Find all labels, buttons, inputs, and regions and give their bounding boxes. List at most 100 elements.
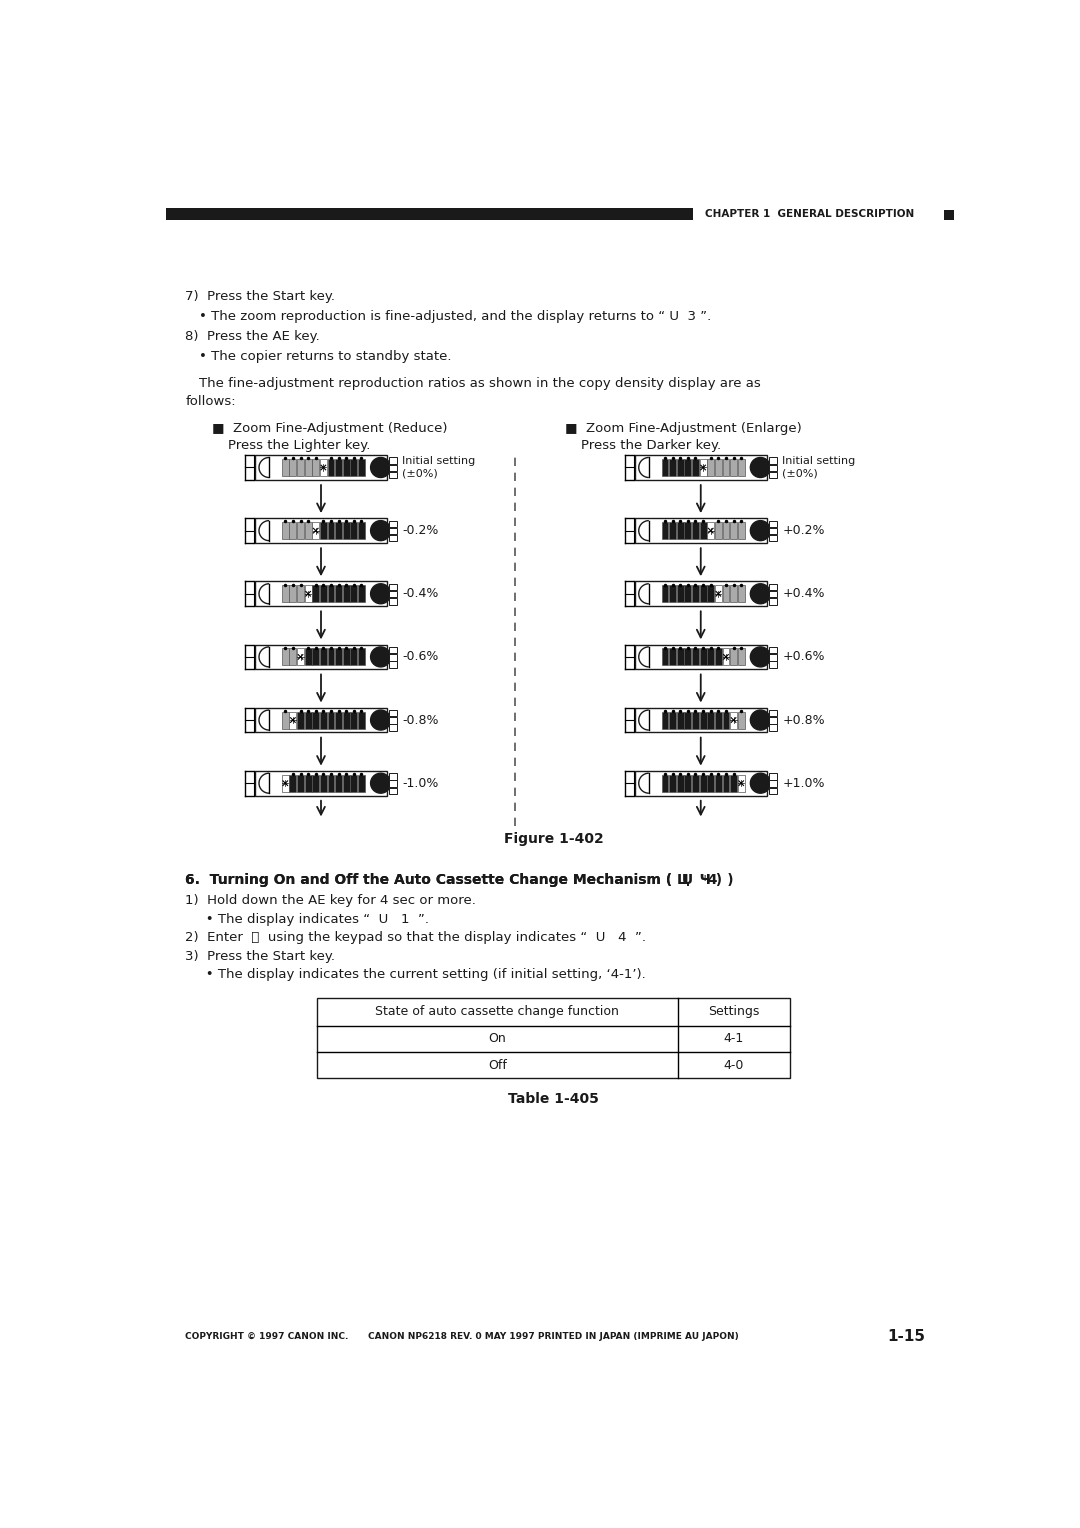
Bar <box>255 770 387 796</box>
Bar <box>769 535 777 541</box>
Bar <box>635 455 767 480</box>
Bar <box>255 645 387 669</box>
Bar <box>389 787 397 795</box>
Bar <box>289 458 296 475</box>
Bar <box>707 585 714 602</box>
Bar <box>335 523 342 539</box>
Bar <box>769 584 777 590</box>
Bar <box>320 585 327 602</box>
Bar <box>769 521 777 527</box>
Circle shape <box>370 711 391 730</box>
Bar <box>730 712 737 729</box>
Bar <box>289 648 296 665</box>
Bar <box>312 523 320 539</box>
Bar <box>389 662 397 668</box>
Text: +0.8%: +0.8% <box>782 714 825 726</box>
Text: 2)  Enter  ⓣ  using the keypad so that the display indicates “  U   4  ”.: 2) Enter ⓣ using the keypad so that the … <box>186 931 646 944</box>
Bar <box>289 523 296 539</box>
Bar <box>635 582 767 607</box>
Text: • The display indicates “  U   1  ”.: • The display indicates “ U 1 ”. <box>193 912 429 926</box>
Text: 4-0: 4-0 <box>724 1059 744 1071</box>
Bar <box>389 535 397 541</box>
Bar <box>327 585 335 602</box>
Bar <box>389 654 397 660</box>
Bar <box>738 648 744 665</box>
Text: -0.8%: -0.8% <box>403 714 438 726</box>
Bar <box>715 648 721 665</box>
Bar <box>335 585 342 602</box>
Bar <box>670 458 676 475</box>
Bar <box>635 770 767 796</box>
Bar <box>320 648 327 665</box>
Bar <box>342 648 350 665</box>
Text: 1-15: 1-15 <box>888 1329 926 1345</box>
Bar <box>769 717 777 724</box>
Bar <box>282 648 288 665</box>
Text: Initial setting: Initial setting <box>403 457 475 466</box>
Circle shape <box>751 711 770 730</box>
Text: follows:: follows: <box>186 396 237 408</box>
Bar <box>769 654 777 660</box>
Text: 1)  Hold down the AE key for 4 sec or more.: 1) Hold down the AE key for 4 sec or mor… <box>186 894 476 908</box>
Circle shape <box>370 646 391 666</box>
Bar <box>335 775 342 792</box>
Bar <box>389 472 397 478</box>
Bar <box>335 648 342 665</box>
Text: Figure 1-402: Figure 1-402 <box>503 833 604 847</box>
Bar <box>700 648 706 665</box>
Bar <box>320 458 327 475</box>
Bar <box>282 712 288 729</box>
Bar <box>738 458 744 475</box>
Bar <box>715 458 721 475</box>
Text: 6.  Turning On and Off the Auto Cassette Change Mechanism ( Ц  Ҹ ): 6. Turning On and Off the Auto Cassette … <box>186 872 723 886</box>
Bar <box>670 585 676 602</box>
Bar <box>769 773 777 779</box>
Text: +0.2%: +0.2% <box>782 524 825 538</box>
Bar <box>297 775 303 792</box>
Text: Table 1-405: Table 1-405 <box>508 1093 599 1106</box>
Bar <box>350 523 357 539</box>
Text: +0.6%: +0.6% <box>782 651 825 663</box>
Bar <box>357 523 365 539</box>
Bar <box>662 775 669 792</box>
Circle shape <box>370 457 391 477</box>
Bar <box>305 458 311 475</box>
Bar <box>305 775 311 792</box>
Text: +1.0%: +1.0% <box>782 776 825 790</box>
Bar <box>389 711 397 717</box>
Bar <box>327 458 335 475</box>
Bar <box>297 712 303 729</box>
Bar <box>677 585 684 602</box>
Bar <box>320 712 327 729</box>
Bar <box>389 781 397 787</box>
Bar <box>769 781 777 787</box>
Bar <box>389 521 397 527</box>
Bar <box>312 648 320 665</box>
Bar <box>662 648 669 665</box>
Bar <box>707 458 714 475</box>
Bar <box>670 712 676 729</box>
Bar <box>297 458 303 475</box>
Bar <box>769 724 777 730</box>
Text: ■  Zoom Fine-Adjustment (Enlarge): ■ Zoom Fine-Adjustment (Enlarge) <box>565 422 801 435</box>
Bar <box>342 458 350 475</box>
Bar <box>335 458 342 475</box>
Bar <box>730 523 737 539</box>
Bar <box>685 648 691 665</box>
Bar <box>677 648 684 665</box>
Text: CANON NP6218 REV. 0 MAY 1997 PRINTED IN JAPAN (IMPRIME AU JAPON): CANON NP6218 REV. 0 MAY 1997 PRINTED IN … <box>368 1332 739 1342</box>
Bar <box>670 523 676 539</box>
Bar <box>297 585 303 602</box>
Text: Initial setting: Initial setting <box>782 457 855 466</box>
Text: (±0%): (±0%) <box>782 469 818 478</box>
Bar <box>692 775 699 792</box>
Bar <box>715 712 721 729</box>
Bar <box>289 712 296 729</box>
Bar <box>327 648 335 665</box>
Bar <box>635 518 767 542</box>
Bar <box>305 648 311 665</box>
Text: 3)  Press the Start key.: 3) Press the Start key. <box>186 949 336 963</box>
Bar <box>327 712 335 729</box>
Bar <box>350 458 357 475</box>
Bar <box>707 712 714 729</box>
